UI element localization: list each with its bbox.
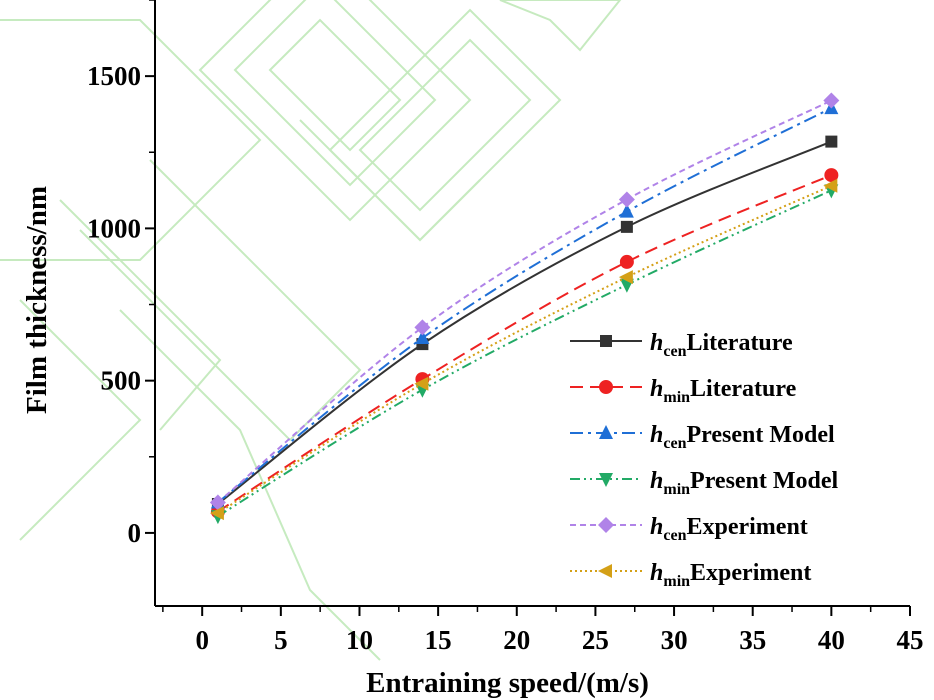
data-point — [414, 319, 431, 336]
series-line — [217, 184, 832, 514]
legend-entry: hminLiterature — [570, 376, 797, 406]
legend-marker — [600, 335, 612, 347]
y-tick-label: 1000 — [87, 213, 141, 243]
x-tick-label: 15 — [425, 625, 452, 655]
x-tick-label: 0 — [195, 625, 209, 655]
y-tick-label: 1500 — [87, 61, 141, 91]
data-point — [825, 135, 838, 148]
data-point — [209, 506, 224, 521]
x-tick-label: 45 — [897, 625, 924, 655]
legend-marker — [599, 473, 613, 487]
data-point — [415, 330, 430, 345]
series-line — [217, 107, 832, 504]
legend-marker — [598, 564, 612, 578]
series-line — [217, 140, 832, 505]
axes: 0 5 10 15 20 25 30 35 40 45 0 500 1000 1500 Entraining… — [21, 0, 924, 699]
data-point — [619, 203, 634, 218]
x-tick-label: 10 — [346, 625, 373, 655]
data-point — [209, 494, 226, 511]
legend-marker — [598, 517, 614, 533]
series-layer — [209, 92, 840, 525]
series-line — [217, 189, 832, 518]
legend-entry: hminPresent Model — [570, 468, 839, 498]
y-tick-label: 0 — [128, 518, 142, 548]
legend-entry: hcenExperiment — [570, 514, 808, 544]
legend-entry: hcenLiterature — [570, 330, 793, 360]
x-tick-label: 35 — [739, 625, 766, 655]
x-tick-label: 25 — [582, 625, 609, 655]
x-tick-label: 5 — [274, 625, 288, 655]
data-point — [414, 376, 429, 391]
legend-label: hcenExperiment — [650, 514, 808, 544]
x-tick-label: 30 — [661, 625, 688, 655]
x-axis-title: Entraining speed/(m/s) — [366, 667, 649, 699]
data-point — [618, 270, 633, 285]
series-min-experiment — [209, 178, 838, 521]
legend-label: hminPresent Model — [650, 468, 839, 498]
watermark-logo — [0, 0, 622, 661]
legend-label: hcenLiterature — [650, 330, 793, 360]
legend-entry: hminExperiment — [570, 560, 811, 590]
legend-entry: hcenPresent Model — [570, 422, 835, 452]
data-point — [823, 178, 838, 193]
x-tick-label: 20 — [503, 625, 530, 655]
series-line — [217, 174, 832, 513]
legend-label: hminLiterature — [650, 376, 797, 406]
legend-label: hcenPresent Model — [650, 422, 835, 452]
data-point — [620, 220, 633, 233]
data-point — [823, 92, 840, 109]
legend-marker — [599, 425, 613, 439]
x-tick-label: 40 — [818, 625, 845, 655]
legend: hcenLiterature hminLiterature hcenPresent … — [570, 330, 839, 590]
series-line — [217, 99, 832, 504]
data-point — [824, 168, 839, 183]
legend-label: hminExperiment — [650, 560, 811, 590]
y-axis-title: Film thickness/nm — [21, 186, 53, 414]
data-point — [619, 254, 634, 269]
series-cen-experiment — [209, 92, 840, 511]
y-tick-label: 500 — [101, 366, 142, 396]
data-point — [618, 191, 635, 208]
legend-marker — [599, 380, 613, 394]
